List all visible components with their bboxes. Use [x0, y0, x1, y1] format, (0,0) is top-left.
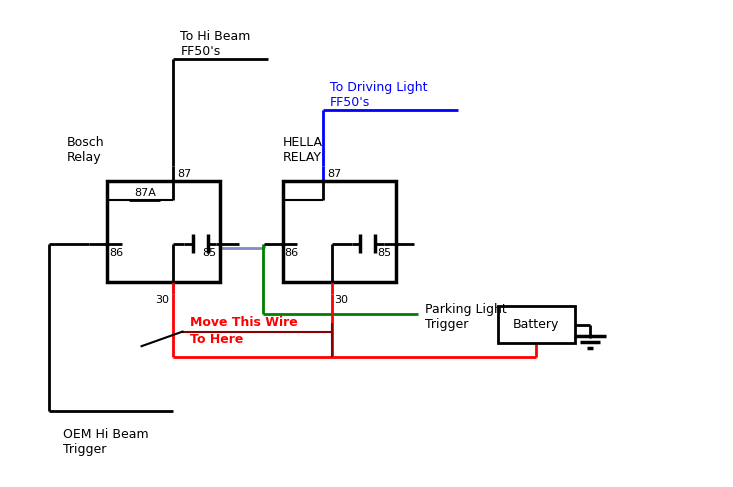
Text: 30: 30: [155, 296, 169, 305]
Text: Bosch
Relay: Bosch Relay: [67, 135, 105, 164]
Text: HELLA
RELAY: HELLA RELAY: [282, 135, 323, 164]
Text: Move This Wire: Move This Wire: [190, 316, 298, 329]
Text: OEM Hi Beam
Trigger: OEM Hi Beam Trigger: [64, 428, 149, 455]
Text: 30: 30: [334, 296, 348, 305]
Bar: [498, 306, 575, 343]
Text: 87: 87: [327, 169, 342, 179]
Text: 85: 85: [202, 248, 216, 258]
Text: Battery: Battery: [513, 318, 559, 331]
Text: To Driving Light
FF50's: To Driving Light FF50's: [330, 81, 427, 109]
Bar: [107, 181, 221, 282]
Text: Parking Light
Trigger: Parking Light Trigger: [425, 303, 507, 331]
Text: 86: 86: [284, 248, 299, 258]
Text: 86: 86: [109, 248, 124, 258]
Bar: [282, 181, 396, 282]
Text: 87A: 87A: [134, 188, 156, 199]
Text: To Here: To Here: [190, 333, 243, 346]
Text: 85: 85: [377, 248, 391, 258]
Text: To Hi Beam
FF50's: To Hi Beam FF50's: [180, 30, 251, 58]
Text: 87: 87: [177, 169, 191, 179]
